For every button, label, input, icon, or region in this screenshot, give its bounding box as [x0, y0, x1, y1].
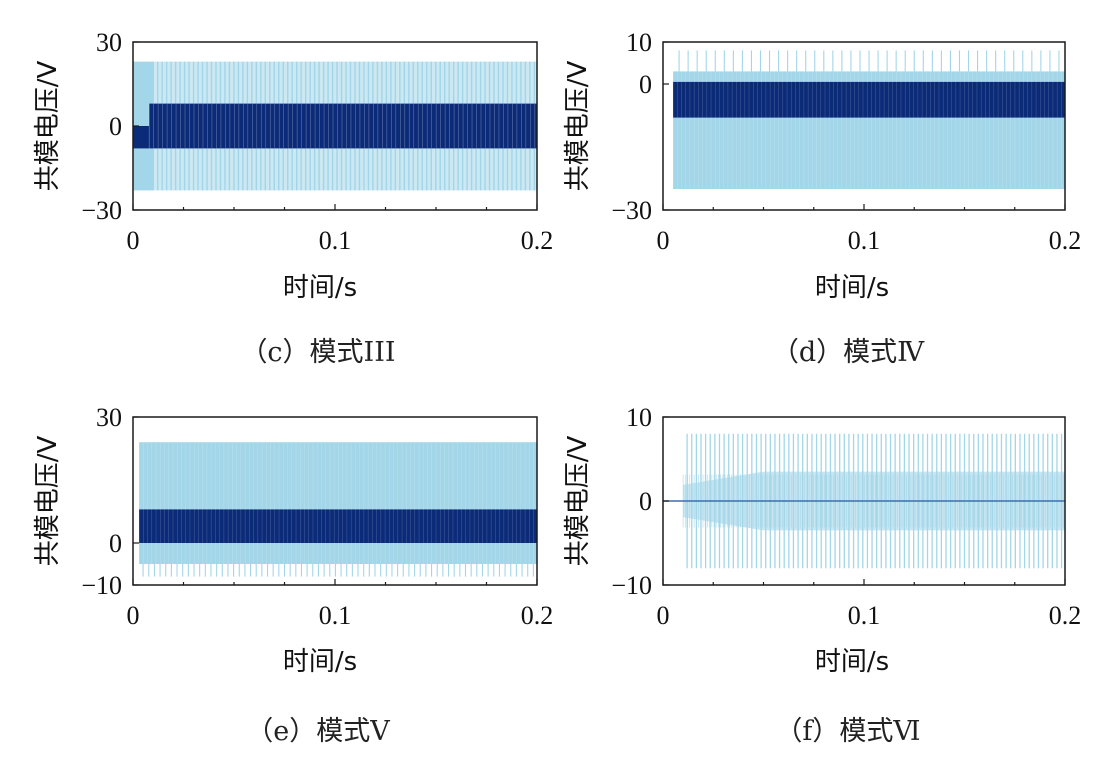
plot-e-data	[138, 442, 537, 577]
f-ylabel: 共模电压/V	[563, 436, 593, 567]
plot-e-ticks	[132, 416, 538, 586]
e-xtick-2: 0.2	[521, 601, 554, 630]
f-ytick-2: −10	[611, 571, 652, 600]
series-dark-band	[673, 81, 1065, 118]
plot-d-data	[672, 50, 1065, 189]
e-ylabel: 共模电压/V	[33, 436, 63, 567]
c-xtick-0: 0	[127, 226, 140, 255]
f-xtick-1: 0.1	[848, 601, 881, 630]
e-ytick-2: −10	[81, 571, 122, 600]
plot-c-ticks	[132, 41, 538, 211]
panel-c: 30 0 −30 0 0.1 0.2 共模电压/V 时间/s （c）模式III	[33, 28, 553, 368]
d-xtick-2: 0.2	[1049, 226, 1082, 255]
plot-d-ticks	[662, 41, 1066, 211]
e-xtick-0: 0	[127, 601, 140, 630]
f-caption: （f）模式Ⅵ	[775, 716, 920, 747]
c-ytick-2: −30	[81, 196, 122, 225]
e-ytick-1: 0	[109, 529, 122, 558]
plot-f-data	[663, 433, 1065, 569]
d-xtick-1: 0.1	[848, 226, 881, 255]
d-caption: （d）模式Ⅳ	[772, 337, 925, 368]
f-ytick-1: 0	[639, 487, 652, 516]
e-caption: （e）模式Ⅴ	[246, 716, 390, 747]
f-xlabel: 时间/s	[815, 647, 889, 677]
c-ytick-0: 30	[96, 28, 122, 57]
d-ytick-2: −30	[611, 196, 652, 225]
c-xlabel: 时间/s	[283, 273, 357, 303]
c-xtick-1: 0.1	[319, 226, 352, 255]
d-ytick-1: 0	[639, 70, 652, 99]
d-ylabel: 共模电压/V	[563, 61, 593, 192]
panel-e: 30 0 −10 0 0.1 0.2 共模电压/V 时间/s （e）模式Ⅴ	[33, 403, 553, 747]
d-xtick-0: 0	[657, 226, 670, 255]
d-ytick-0: 10	[626, 28, 652, 57]
c-xtick-2: 0.2	[521, 226, 554, 255]
c-caption: （c）模式III	[240, 337, 395, 368]
series-dark-startup	[133, 126, 150, 149]
c-ylabel: 共模电压/V	[33, 61, 63, 192]
f-xtick-2: 0.2	[1049, 601, 1082, 630]
panel-f: 10 0 −10 0 0.1 0.2 共模电压/V 时间/s （f）模式Ⅵ	[563, 403, 1081, 747]
e-xlabel: 时间/s	[283, 647, 357, 677]
c-ytick-1: 0	[109, 112, 122, 141]
f-xtick-0: 0	[657, 601, 670, 630]
d-xlabel: 时间/s	[815, 273, 889, 303]
series-light-band	[139, 442, 537, 564]
e-xtick-1: 0.1	[319, 601, 352, 630]
series-dark-band	[139, 509, 537, 543]
series-light-startup	[133, 61, 154, 191]
panel-d: 10 0 −30 0 0.1 0.2 共模电压/V 时间/s （d）模式Ⅳ	[563, 28, 1081, 368]
series-dark-band	[149, 103, 537, 149]
f-ytick-0: 10	[626, 403, 652, 432]
plot-f-ticks	[662, 416, 1066, 586]
e-ytick-0: 30	[96, 403, 122, 432]
plot-c-data	[133, 61, 537, 191]
